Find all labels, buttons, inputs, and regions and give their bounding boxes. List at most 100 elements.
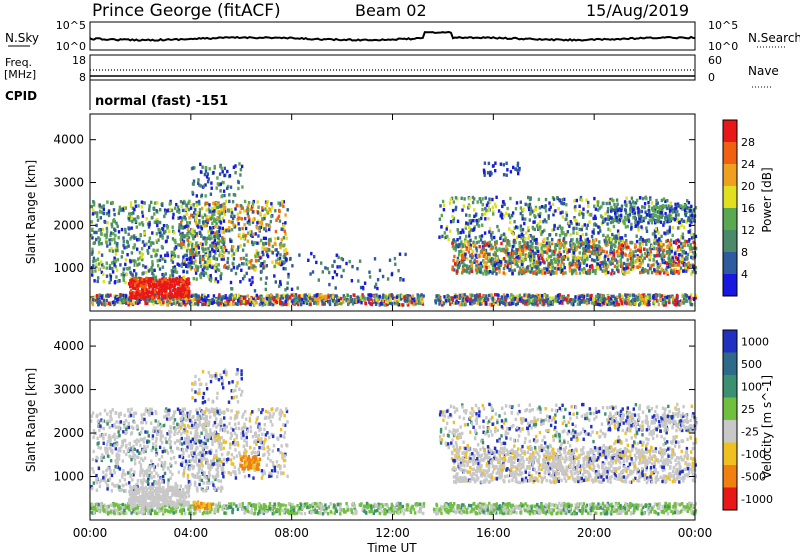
radar-cell — [213, 244, 216, 248]
radar-cell — [133, 282, 137, 286]
radar-cell — [668, 247, 671, 251]
radar-cell — [446, 299, 449, 303]
radar-cell — [163, 286, 166, 290]
radar-cell — [691, 270, 694, 274]
radar-cell — [504, 297, 507, 301]
radar-cell — [496, 293, 499, 297]
radar-cell — [509, 220, 512, 225]
radar-cell — [96, 211, 99, 215]
radar-cell — [242, 299, 246, 304]
radar-cell — [156, 299, 160, 303]
radar-cell — [140, 284, 144, 288]
radar-cell — [492, 300, 496, 305]
radar-cell — [249, 282, 253, 287]
radar-cell — [127, 300, 130, 305]
radar-cell — [607, 302, 611, 307]
radar-cell — [611, 261, 614, 265]
radar-cell — [668, 230, 671, 234]
radar-cell — [201, 302, 204, 307]
radar-cell — [157, 290, 161, 295]
radar-cell — [570, 268, 573, 272]
radar-cell — [614, 240, 617, 244]
radar-cell — [137, 276, 140, 281]
radar-cell — [475, 240, 478, 245]
radar-cell — [251, 203, 255, 208]
radar-cell — [668, 228, 671, 232]
radar-cell — [144, 265, 147, 269]
radar-cell — [173, 269, 176, 274]
radar-cell — [157, 293, 160, 297]
radar-cell — [517, 259, 520, 263]
radar-cell — [240, 206, 243, 210]
radar-cell — [668, 300, 671, 305]
radar-cell — [105, 235, 108, 239]
radar-cell — [311, 270, 315, 274]
radar-cell — [222, 209, 226, 213]
radar-cell — [254, 232, 257, 236]
radar-cell — [401, 303, 404, 307]
radar-cell — [191, 190, 194, 195]
radar-cell — [381, 274, 385, 279]
radar-cell — [351, 302, 355, 306]
radar-cell — [209, 274, 212, 278]
radar-cell — [342, 300, 345, 304]
radar-cell — [452, 246, 456, 251]
radar-cell — [221, 296, 224, 300]
radar-cell — [561, 215, 564, 219]
radar-cell — [489, 269, 492, 274]
radar-cell — [612, 294, 615, 299]
radar-cell — [189, 248, 192, 253]
radar-cell — [470, 302, 473, 306]
radar-cell — [509, 302, 512, 307]
radar-cell — [230, 293, 233, 297]
radar-cell — [102, 302, 105, 306]
radar-cell — [232, 266, 236, 270]
radar-cell — [665, 295, 669, 299]
radar-cell — [117, 211, 121, 216]
radar-cell — [140, 205, 144, 209]
radar-cell — [171, 255, 175, 260]
radar-cell — [562, 271, 565, 276]
radar-cell — [496, 297, 500, 301]
radar-cell — [627, 253, 631, 257]
radar-cell — [563, 297, 566, 301]
radar-cell — [622, 267, 626, 271]
radar-cell — [213, 231, 217, 235]
radar-cell — [655, 229, 659, 233]
radar-cell — [399, 278, 402, 282]
radar-cell — [480, 250, 483, 255]
radar-cell — [598, 303, 601, 307]
radar-cell — [624, 268, 627, 272]
radar-cell — [272, 298, 275, 302]
radar-cell — [328, 302, 332, 307]
radar-cell — [178, 275, 181, 279]
radar-cell — [462, 204, 465, 208]
radar-cell — [161, 203, 164, 207]
radar-cell — [262, 298, 265, 302]
radar-cell — [543, 237, 546, 241]
radar-cell — [478, 302, 482, 306]
radar-cell — [187, 207, 191, 212]
radar-cell — [512, 251, 515, 256]
radar-cell — [179, 237, 182, 242]
radar-cell — [261, 206, 264, 210]
radar-cell — [156, 248, 159, 253]
radar-cell — [444, 235, 447, 239]
radar-cell — [466, 257, 469, 261]
radar-cell — [608, 299, 611, 303]
radar-cell — [464, 252, 467, 256]
radar-cell — [639, 255, 643, 260]
radar-cell — [534, 205, 538, 210]
radar-cell — [548, 270, 551, 274]
radar-cell — [479, 261, 483, 265]
radar-cell — [206, 180, 210, 184]
radar-cell — [230, 214, 233, 219]
radar-cell — [164, 280, 167, 285]
radar-cell — [468, 213, 471, 218]
radar-cell — [106, 200, 109, 204]
radar-cell — [598, 247, 601, 251]
radar-cell — [672, 296, 675, 300]
radar-cell — [692, 264, 695, 269]
radar-cell — [231, 200, 235, 204]
radar-cell — [233, 193, 237, 197]
